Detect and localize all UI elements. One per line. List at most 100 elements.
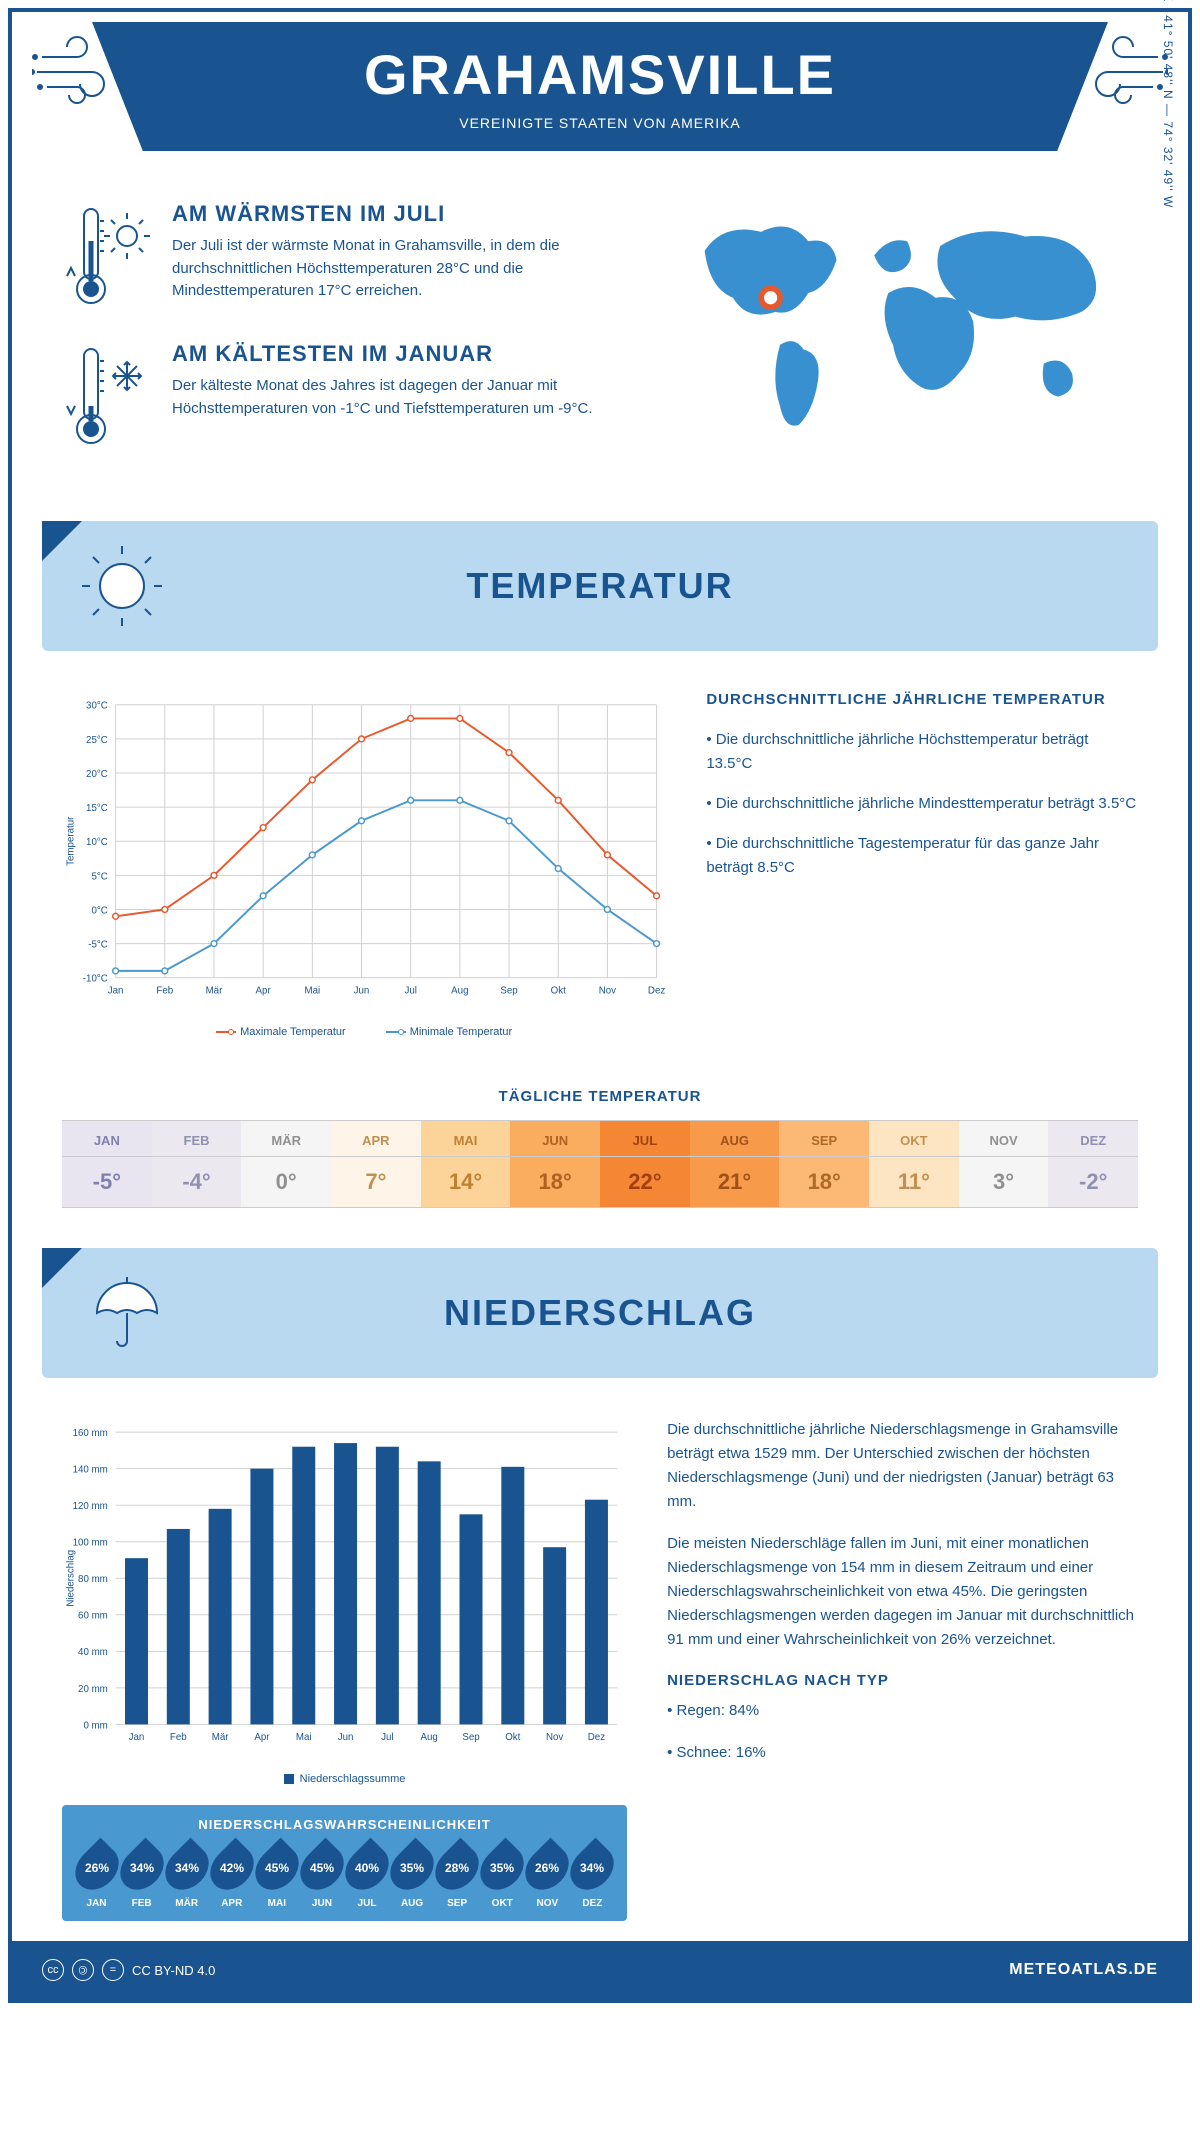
daily-cell: JUL22° — [600, 1121, 690, 1207]
temperature-banner: TEMPERATUR — [42, 521, 1158, 651]
svg-text:0 mm: 0 mm — [83, 1720, 107, 1731]
coldest-heading: AM KÄLTESTEN IM JANUAR — [172, 341, 627, 367]
svg-text:Jan: Jan — [108, 985, 124, 996]
svg-text:Nov: Nov — [599, 985, 616, 996]
prob-title: NIEDERSCHLAGSWAHRSCHEINLICHKEIT — [74, 1817, 615, 1832]
footer: cc 🄯 = CC BY-ND 4.0 METEOATLAS.DE — [12, 1941, 1188, 1999]
infographic-frame: GRAHAMSVILLE VEREINIGTE STAATEN VON AMER… — [8, 8, 1192, 2003]
daily-temp-table: JAN-5°FEB-4°MÄR0°APR7°MAI14°JUN18°JUL22°… — [62, 1120, 1138, 1208]
precip-legend: Niederschlagssumme — [62, 1773, 627, 1785]
coldest-block: AM KÄLTESTEN IM JANUAR Der kälteste Mona… — [62, 341, 627, 451]
svg-text:Jun: Jun — [338, 1732, 354, 1743]
daily-cell: JAN-5° — [62, 1121, 152, 1207]
sun-icon — [82, 546, 162, 626]
svg-text:Mai: Mai — [296, 1732, 312, 1743]
daily-cell: JUN18° — [510, 1121, 600, 1207]
svg-text:5°C: 5°C — [91, 871, 107, 882]
svg-text:60 mm: 60 mm — [78, 1611, 108, 1622]
svg-text:Dez: Dez — [588, 1732, 605, 1743]
prob-drop: 34%DEZ — [573, 1844, 611, 1909]
daily-cell: APR7° — [331, 1121, 421, 1207]
prob-drop: 34%FEB — [123, 1844, 161, 1909]
temperature-section: -10°C-5°C0°C5°C10°C15°C20°C25°C30°CJanFe… — [12, 651, 1188, 1058]
precip-title: NIEDERSCHLAG — [192, 1292, 1108, 1334]
cc-icon: cc — [42, 1959, 64, 1981]
svg-text:120 mm: 120 mm — [73, 1501, 108, 1512]
temp-legend: Maximale Temperatur Minimale Temperatur — [62, 1026, 666, 1038]
svg-text:15°C: 15°C — [86, 803, 108, 814]
prob-drop: 45%MAI — [258, 1844, 296, 1909]
daily-cell: NOV3° — [959, 1121, 1049, 1207]
svg-text:Sep: Sep — [462, 1732, 479, 1743]
world-map — [667, 201, 1138, 451]
svg-text:Okt: Okt — [505, 1732, 520, 1743]
precip-type: • Regen: 84% — [667, 1699, 1138, 1723]
svg-text:Jan: Jan — [129, 1732, 145, 1743]
svg-text:Okt: Okt — [551, 985, 566, 996]
avg-bullet: • Die durchschnittliche jährliche Mindes… — [706, 792, 1138, 816]
city-title: GRAHAMSVILLE — [112, 42, 1088, 107]
svg-text:140 mm: 140 mm — [73, 1465, 108, 1476]
svg-text:20 mm: 20 mm — [78, 1684, 108, 1695]
prob-drop: 42%APR — [213, 1844, 251, 1909]
svg-text:Jul: Jul — [381, 1732, 393, 1743]
precip-text-1: Die durchschnittliche jährliche Niedersc… — [667, 1418, 1138, 1514]
daily-cell: MÄR0° — [241, 1121, 331, 1207]
coordinates: NEW YORK 41° 50' 48'' N — 74° 32' 49'' W — [1161, 0, 1175, 208]
license: cc 🄯 = CC BY-ND 4.0 — [42, 1959, 215, 1981]
svg-text:Temperatur: Temperatur — [66, 816, 77, 866]
precip-section: 0 mm20 mm40 mm60 mm80 mm100 mm120 mm140 … — [12, 1378, 1188, 1941]
thermometer-hot-icon — [62, 201, 152, 311]
daily-cell: OKT11° — [869, 1121, 959, 1207]
prob-drop: 34%MÄR — [168, 1844, 206, 1909]
daily-cell: SEP18° — [779, 1121, 869, 1207]
svg-text:Dez: Dez — [648, 985, 665, 996]
prob-drop: 26%JAN — [78, 1844, 116, 1909]
intro-section: AM WÄRMSTEN IM JULI Der Juli ist der wär… — [12, 161, 1188, 501]
svg-text:Apr: Apr — [256, 985, 272, 996]
svg-text:Apr: Apr — [254, 1732, 270, 1743]
svg-text:0°C: 0°C — [91, 905, 107, 916]
svg-text:40 mm: 40 mm — [78, 1647, 108, 1658]
country-subtitle: VEREINIGTE STAATEN VON AMERIKA — [112, 115, 1088, 131]
daily-cell: MAI14° — [421, 1121, 511, 1207]
svg-text:Sep: Sep — [500, 985, 517, 996]
brand: METEOATLAS.DE — [1009, 1961, 1158, 1979]
precip-text-2: Die meisten Niederschläge fallen im Juni… — [667, 1532, 1138, 1652]
precip-type: • Schnee: 16% — [667, 1741, 1138, 1765]
svg-text:Feb: Feb — [156, 985, 173, 996]
by-icon: 🄯 — [72, 1959, 94, 1981]
svg-text:Jul: Jul — [404, 985, 416, 996]
thermometer-cold-icon — [62, 341, 152, 451]
svg-text:Aug: Aug — [451, 985, 468, 996]
svg-text:20°C: 20°C — [86, 769, 108, 780]
svg-text:Niederschlag: Niederschlag — [66, 1550, 77, 1607]
warmest-heading: AM WÄRMSTEN IM JULI — [172, 201, 627, 227]
prob-drop: 26%NOV — [528, 1844, 566, 1909]
daily-cell: FEB-4° — [152, 1121, 242, 1207]
svg-text:-10°C: -10°C — [83, 974, 108, 985]
svg-text:Jun: Jun — [354, 985, 370, 996]
prob-drops: 26%JAN34%FEB34%MÄR42%APR45%MAI45%JUN40%J… — [74, 1844, 615, 1909]
header-banner: GRAHAMSVILLE VEREINIGTE STAATEN VON AMER… — [92, 22, 1108, 151]
prob-drop: 35%OKT — [483, 1844, 521, 1909]
svg-text:Nov: Nov — [546, 1732, 563, 1743]
prob-drop: 45%JUN — [303, 1844, 341, 1909]
svg-text:-5°C: -5°C — [88, 939, 108, 950]
svg-text:Feb: Feb — [170, 1732, 187, 1743]
precip-bar-chart: 0 mm20 mm40 mm60 mm80 mm100 mm120 mm140 … — [62, 1418, 627, 1758]
prob-drop: 28%SEP — [438, 1844, 476, 1909]
svg-text:25°C: 25°C — [86, 735, 108, 746]
daily-cell: AUG21° — [690, 1121, 780, 1207]
temperature-line-chart: -10°C-5°C0°C5°C10°C15°C20°C25°C30°CJanFe… — [62, 691, 666, 1011]
avg-temp-heading: DURCHSCHNITTLICHE JÄHRLICHE TEMPERATUR — [706, 691, 1138, 708]
precip-by-type-heading: NIEDERSCHLAG NACH TYP — [667, 1672, 1138, 1689]
svg-text:10°C: 10°C — [86, 837, 108, 848]
svg-text:Aug: Aug — [421, 1732, 438, 1743]
warmest-text: Der Juli ist der wärmste Monat in Graham… — [172, 235, 627, 303]
warmest-block: AM WÄRMSTEN IM JULI Der Juli ist der wär… — [62, 201, 627, 311]
svg-text:Mär: Mär — [206, 985, 224, 996]
svg-text:Mai: Mai — [304, 985, 320, 996]
header-wrap: GRAHAMSVILLE VEREINIGTE STAATEN VON AMER… — [12, 12, 1188, 161]
coldest-text: Der kälteste Monat des Jahres ist dagege… — [172, 375, 627, 420]
